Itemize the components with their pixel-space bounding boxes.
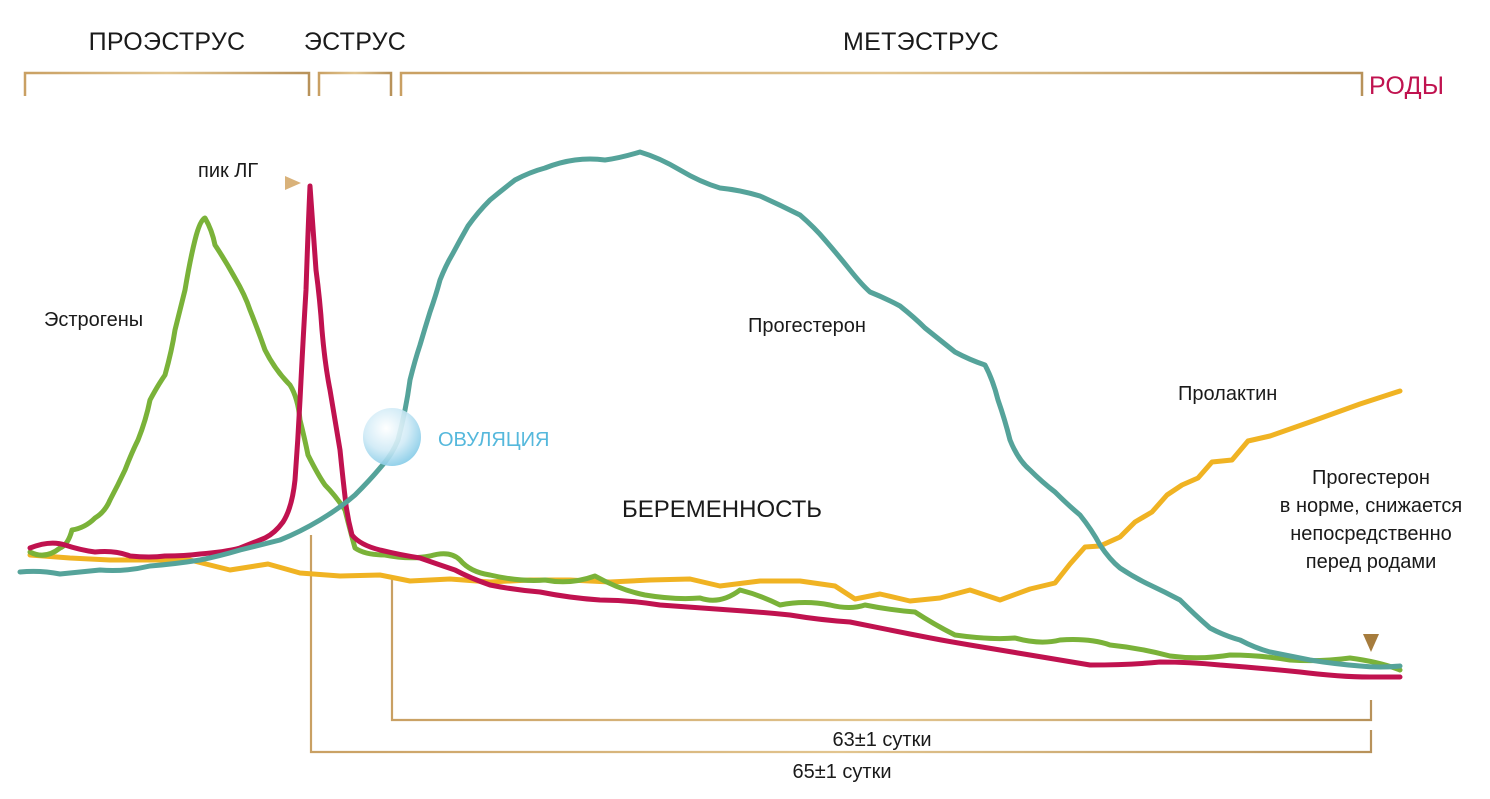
prolactin-curve <box>27 388 1403 604</box>
note-line-2: в норме, снижается <box>1280 495 1462 517</box>
bracket-proestrus <box>23 71 311 96</box>
lh-peak-label: пик ЛГ <box>198 160 258 182</box>
bracket-65-days <box>309 535 1373 754</box>
phase-brackets <box>23 71 1364 96</box>
estrogens-curve <box>27 215 1403 673</box>
progesterone-note: Прогестерон в норме, снижается непосредс… <box>1280 467 1462 573</box>
birth-down-arrow <box>1363 582 1379 652</box>
duration-65-label: 65±1 сутки <box>793 761 892 783</box>
progesterone-curve <box>17 149 1403 670</box>
note-line-3: непосредственно <box>1290 523 1452 545</box>
bracket-63-days <box>390 578 1373 722</box>
bracket-estrus <box>317 71 393 96</box>
phase-metestrus-label: МЕТЭСТРУС <box>843 28 999 56</box>
pregnancy-label: БЕРЕМЕННОСТЬ <box>622 496 822 523</box>
duration-63-label: 63±1 сутки <box>833 729 932 751</box>
progesterone-label: Прогестерон <box>748 315 866 337</box>
lh-peak-arrow <box>198 176 301 190</box>
estrogens-label: Эстрогены <box>44 309 143 331</box>
phase-proestrus-label: ПРОЭСТРУС <box>89 28 246 56</box>
lh-curve <box>27 183 1403 680</box>
prolactin-label: Пролактин <box>1178 383 1277 405</box>
note-line-4: перед родами <box>1306 551 1437 573</box>
phase-birth-label: РОДЫ <box>1369 72 1444 100</box>
ovulation-circle <box>363 408 421 466</box>
ovulation-label: ОВУЛЯЦИЯ <box>438 429 549 451</box>
note-line-1: Прогестерон <box>1312 467 1430 489</box>
bracket-metestrus <box>399 71 1364 96</box>
phase-estrus-label: ЭСТРУС <box>304 28 406 56</box>
